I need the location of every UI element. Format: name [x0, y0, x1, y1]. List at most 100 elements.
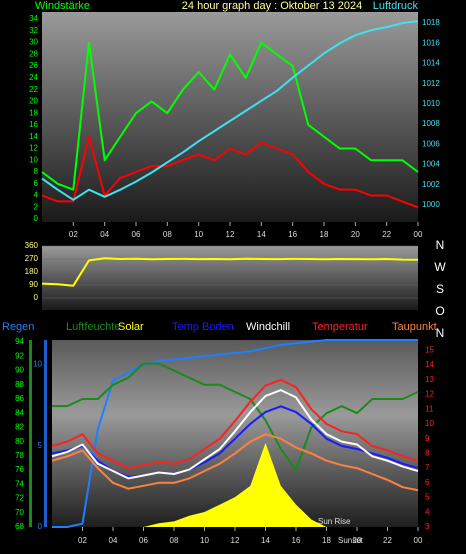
- y2-tick-label: 9: [425, 434, 430, 443]
- y2-tick-label: 1018: [422, 18, 440, 27]
- compass-label: N: [436, 238, 445, 252]
- x-tick-label: 08: [170, 536, 179, 545]
- y2-tick-label: 6: [425, 478, 430, 487]
- series-area: [52, 442, 418, 527]
- chart-title: 24 hour graph day : Oktober 13 2024: [182, 0, 362, 12]
- y-tick-label: 32: [29, 26, 38, 35]
- annotation: Sunset: [338, 536, 364, 545]
- plot-background: [42, 12, 418, 222]
- y-tick-label: 6: [34, 179, 39, 188]
- y2-tick-label: 14: [425, 360, 434, 369]
- x-tick-label: 10: [200, 536, 209, 545]
- y-tick-label: 24: [29, 73, 38, 82]
- y2-tick-label: 5: [425, 493, 430, 502]
- y-tick-label: 94: [15, 337, 24, 346]
- y2-tick-label: 4: [425, 507, 430, 516]
- x-tick-label: 18: [320, 230, 329, 239]
- compass-label: W: [434, 260, 446, 274]
- y3-tick-label: 0: [38, 522, 43, 531]
- y2-tick-label: 1016: [422, 38, 440, 47]
- x-tick-label: 14: [257, 230, 266, 239]
- x-tick-label: 02: [78, 536, 87, 545]
- y-tick-label: 8: [34, 167, 39, 176]
- y-tick-label: 74: [15, 479, 24, 488]
- y2-tick-label: 1010: [422, 99, 440, 108]
- y-tick-label: 14: [29, 132, 38, 141]
- y-tick-label: 72: [15, 494, 24, 503]
- y-tick-label: 270: [25, 254, 39, 263]
- y-tick-label: 360: [25, 241, 39, 250]
- y-tick-label: 34: [29, 14, 38, 23]
- y2-tick-label: 12: [425, 390, 434, 399]
- plot-background: [42, 246, 418, 310]
- y-tick-label: 12: [29, 144, 38, 153]
- legend-entry: Windchill: [246, 321, 290, 333]
- y2-axis-title: Luftdruck: [373, 0, 419, 12]
- y2-tick-label: 7: [425, 463, 430, 472]
- x-tick-label: 16: [292, 536, 301, 545]
- x-tick-label: 14: [261, 536, 270, 545]
- y-tick-label: 90: [15, 366, 24, 375]
- y-tick-label: 78: [15, 451, 24, 460]
- y-tick-label: 28: [29, 49, 38, 58]
- y2-tick-label: 1014: [422, 59, 440, 68]
- y2-tick-label: 15: [425, 345, 434, 354]
- y-tick-label: 76: [15, 465, 24, 474]
- series-line: [41, 135, 419, 209]
- y-tick-label: 2: [34, 202, 39, 211]
- y2-tick-label: 1002: [422, 180, 440, 189]
- x-tick-label: 06: [139, 536, 148, 545]
- legend-entry: Temp Boden: [172, 321, 234, 333]
- y2-tick-label: 11: [425, 404, 434, 413]
- y3-tick-label: 10: [33, 360, 42, 369]
- series-line: [52, 362, 419, 472]
- x-tick-label: 00: [414, 230, 423, 239]
- y2-tick-label: 1012: [422, 79, 440, 88]
- marks: 0246810121416182022242628303234100010021…: [2, 14, 440, 545]
- y-tick-label: 0: [34, 293, 39, 302]
- compass-label: O: [435, 304, 444, 318]
- legend-entry: Taupunkt: [392, 321, 437, 333]
- y-tick-label: 16: [29, 120, 38, 129]
- y-tick-label: 90: [29, 280, 38, 289]
- y-axis-title: Windstärke: [35, 0, 90, 12]
- y2-tick-label: 8: [425, 448, 430, 457]
- x-tick-label: 16: [288, 230, 297, 239]
- annotation: Sun Rise: [318, 517, 351, 526]
- y3-tick-label: 5: [38, 441, 43, 450]
- y-tick-label: 80: [15, 437, 24, 446]
- series-line: [51, 378, 419, 470]
- y-tick-label: 68: [15, 522, 24, 531]
- x-tick-label: 12: [226, 230, 235, 239]
- x-tick-label: 10: [194, 230, 203, 239]
- y2-tick-label: 1008: [422, 119, 440, 128]
- y-tick-label: 92: [15, 351, 24, 360]
- x-tick-label: 06: [132, 230, 141, 239]
- y-tick-label: 20: [29, 97, 38, 106]
- compass-label: N: [436, 326, 445, 340]
- y2-tick-label: 1006: [422, 139, 440, 148]
- y-tick-label: 88: [15, 380, 24, 389]
- y-tick-label: 82: [15, 423, 24, 432]
- y2-tick-label: 13: [425, 375, 434, 384]
- y-tick-label: 10: [29, 155, 38, 164]
- x-tick-label: 00: [414, 536, 423, 545]
- rain-axis-bar: [44, 340, 47, 527]
- series-line: [51, 389, 419, 480]
- y-tick-label: 22: [29, 85, 38, 94]
- x-tick-label: 20: [351, 230, 360, 239]
- y-tick-label: 70: [15, 508, 24, 517]
- y-tick-label: 4: [34, 191, 39, 200]
- x-tick-label: 04: [109, 536, 118, 545]
- series-line: [41, 20, 419, 201]
- humidity-axis-bar: [29, 340, 32, 527]
- y-tick-label: 0: [34, 214, 39, 223]
- y-tick-label: 86: [15, 394, 24, 403]
- y2-tick-label: 10: [425, 419, 434, 428]
- compass-label: S: [436, 282, 444, 296]
- legend-entry: Temperatur: [312, 321, 368, 333]
- series-line: [52, 339, 418, 528]
- x-tick-label: 02: [69, 230, 78, 239]
- y-tick-label: 30: [29, 38, 38, 47]
